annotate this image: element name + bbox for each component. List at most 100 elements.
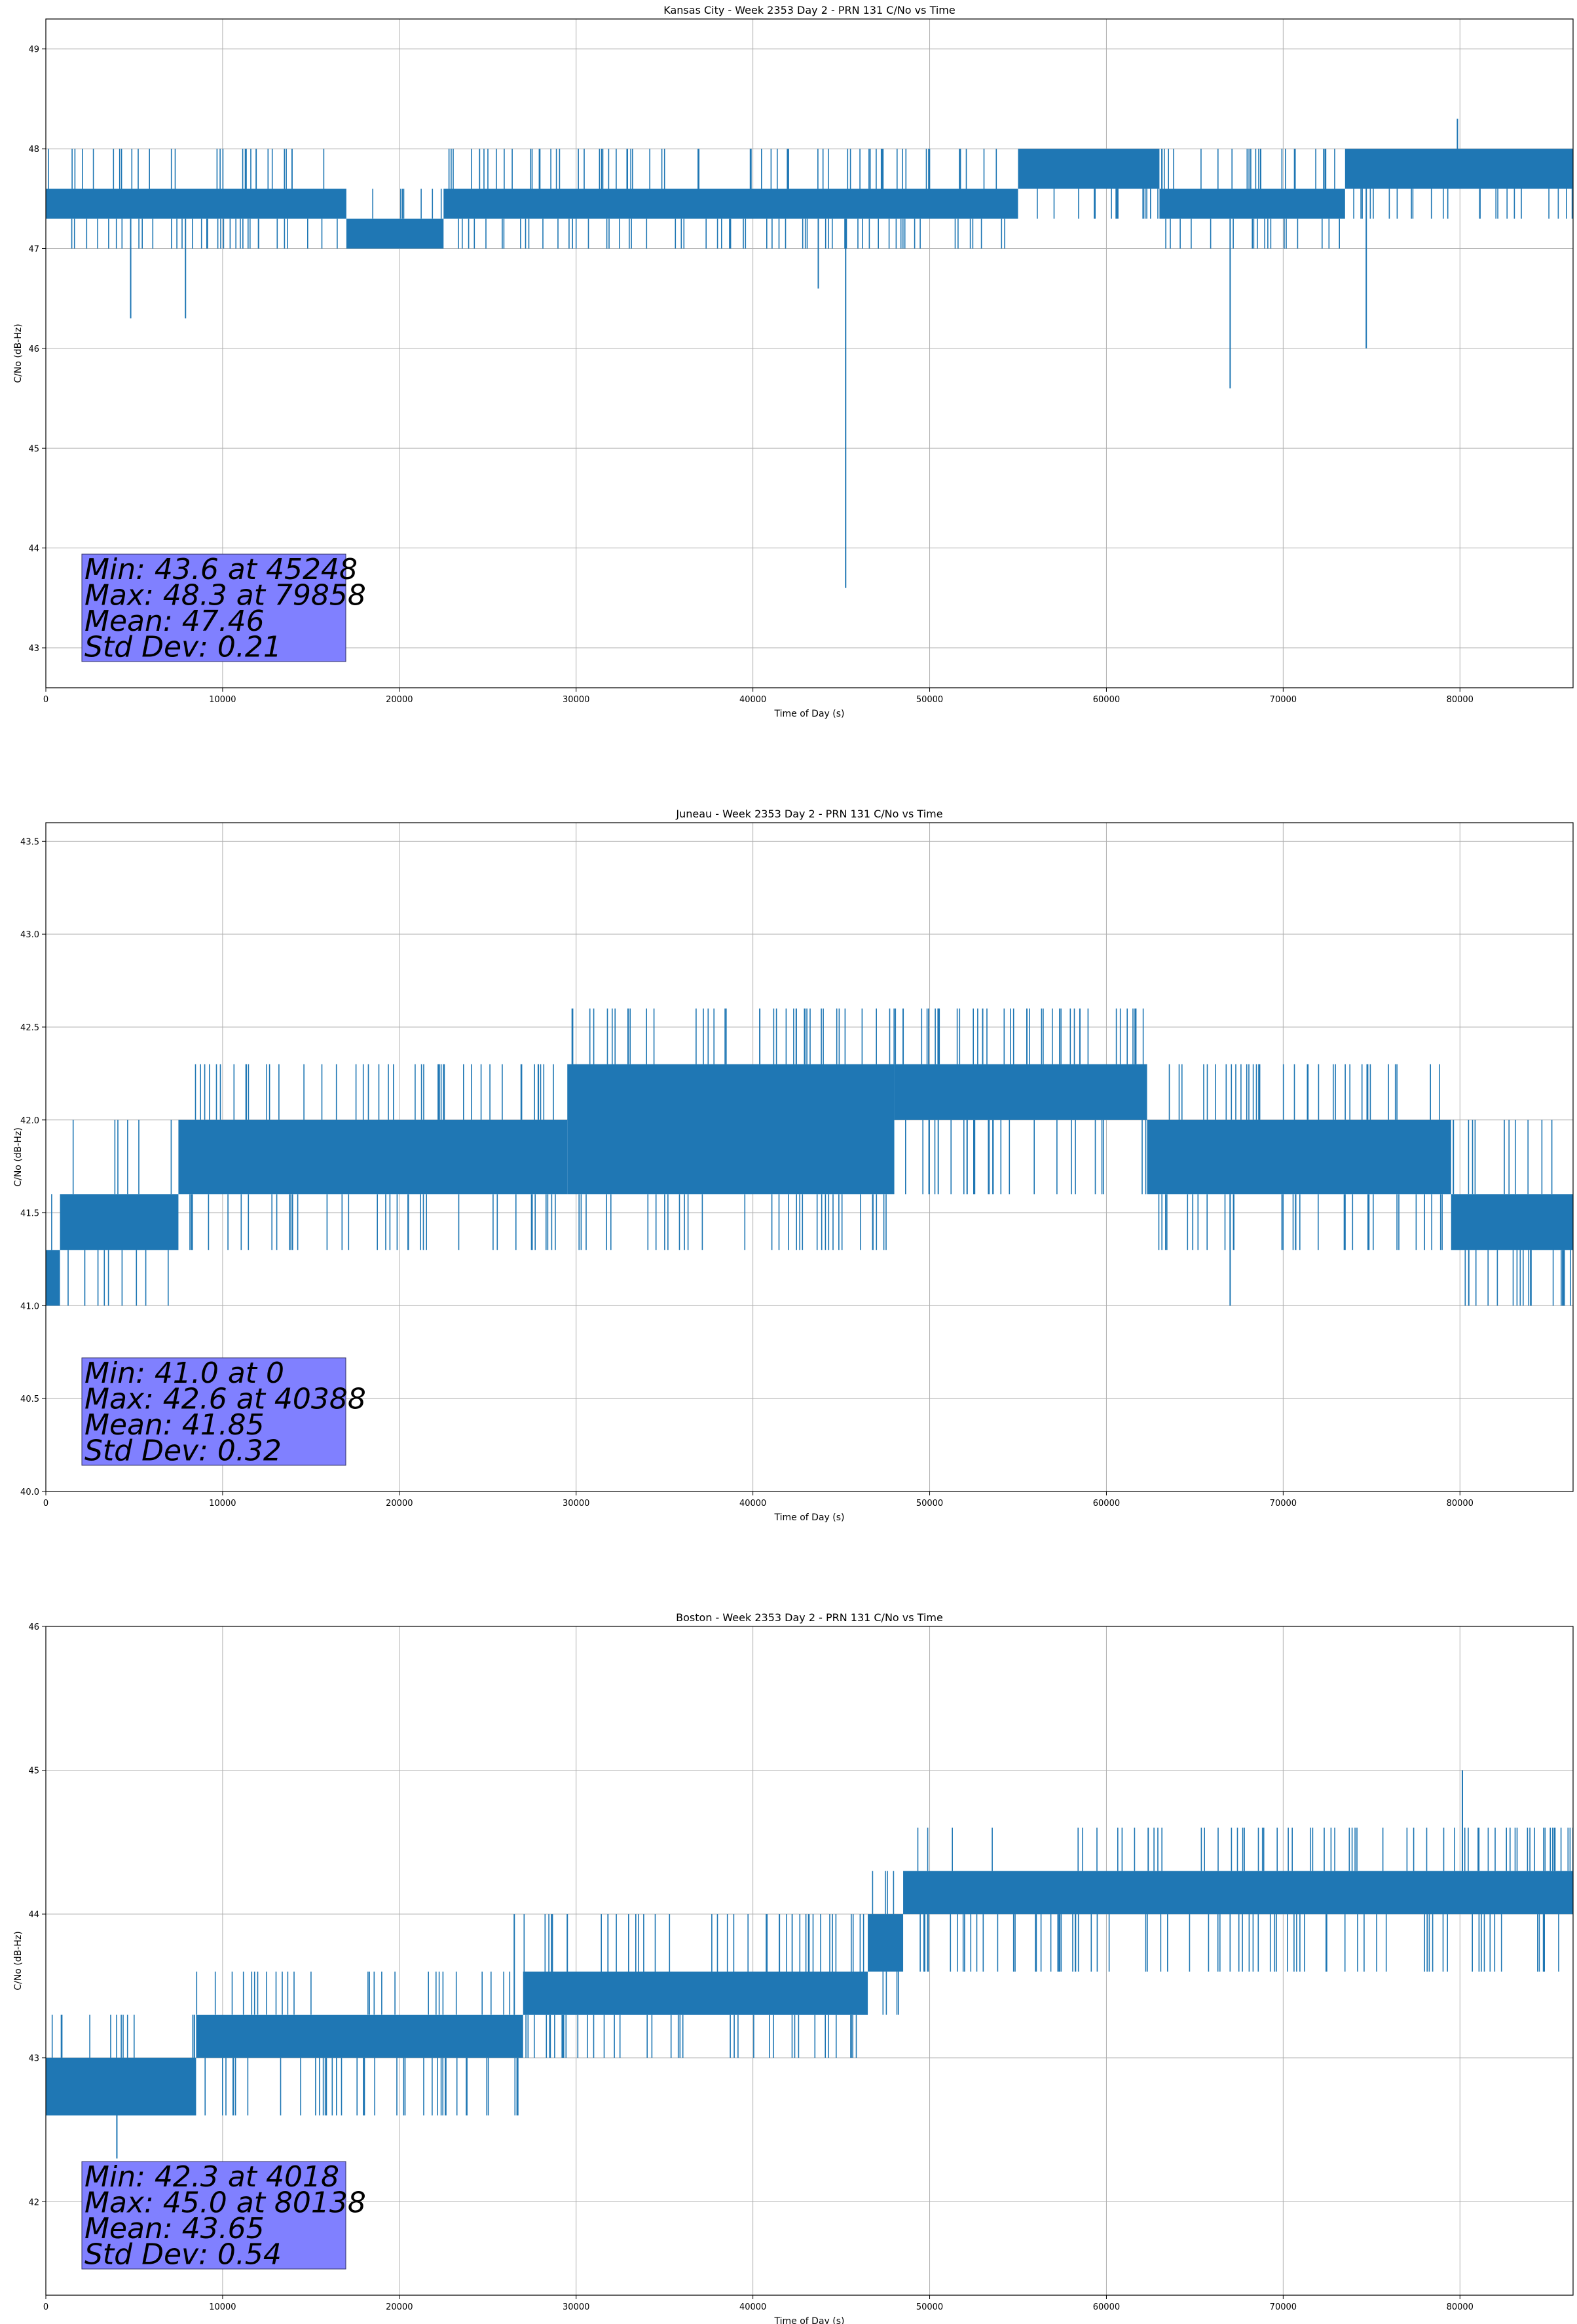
x-tick-label: 10000 xyxy=(209,1499,236,1509)
data-excursions xyxy=(372,189,442,219)
x-tick-label: 70000 xyxy=(1270,2302,1297,2312)
y-tick-label: 46 xyxy=(28,345,39,354)
chart-title: Juneau - Week 2353 Day 2 - PRN 131 C/No … xyxy=(675,808,942,820)
data-excursions xyxy=(1158,1064,1443,1250)
y-tick-label: 41.5 xyxy=(20,1209,39,1219)
chart-panel-1: 0 10000 20000 30000 40000 50000 60000 70000 8000… xyxy=(13,4,1574,719)
x-axis-label: Time of Day (s) xyxy=(774,1512,845,1523)
x-tick-label: 0 xyxy=(43,2302,48,2312)
data-excursions xyxy=(67,1119,172,1306)
y-tick-label: 43.5 xyxy=(20,837,39,847)
stats-line: Std Dev: 0.54 xyxy=(84,2238,282,2272)
axes-frame xyxy=(45,822,1574,1492)
y-tick-label: 44 xyxy=(28,544,39,554)
data-band xyxy=(1159,189,1345,219)
y-tick-label: 49 xyxy=(28,45,39,55)
y-tick-label: 41.0 xyxy=(20,1302,39,1311)
x-tick-label: 50000 xyxy=(916,695,943,705)
x-tick-label: 40000 xyxy=(739,695,766,705)
data-excursions xyxy=(523,1914,864,2058)
x-tick-label: 10000 xyxy=(209,2302,236,2312)
stats-line: Max: 42.6 at 40388 xyxy=(84,1383,366,1416)
y-tick-label: 48 xyxy=(28,145,39,155)
stats-line: Std Dev: 0.21 xyxy=(84,631,282,664)
y-tick-label: 47 xyxy=(28,244,39,254)
x-tick-label: 50000 xyxy=(916,2302,943,2312)
x-tick-label: 80000 xyxy=(1447,1499,1474,1509)
x-tick-label: 40000 xyxy=(739,1499,766,1509)
stats-line: Max: 45.0 at 80138 xyxy=(84,2186,366,2220)
y-tick-label: 42.0 xyxy=(20,1116,39,1126)
x-tick-label: 80000 xyxy=(1447,2302,1474,2312)
stats-line: Std Dev: 0.32 xyxy=(84,1434,282,1468)
chart-title: Boston - Week 2353 Day 2 - PRN 131 C/No … xyxy=(676,1611,943,1624)
data-excursions xyxy=(872,1871,899,2015)
data-excursions xyxy=(917,1827,1573,1972)
data-band xyxy=(178,1119,568,1195)
stats-line: Min: 41.0 at 0 xyxy=(84,1357,284,1390)
y-tick-label: 43 xyxy=(28,644,39,654)
x-tick-label: 80000 xyxy=(1447,695,1474,705)
x-tick-label: 70000 xyxy=(1270,695,1297,705)
y-axis-label: C/No (dB-Hz) xyxy=(13,1127,24,1186)
x-tick-label: 30000 xyxy=(563,2302,589,2312)
x-tick-label: 30000 xyxy=(563,695,589,705)
data-series xyxy=(46,1770,1573,2159)
data-band xyxy=(903,1871,1573,1915)
stats-line: Mean: 43.65 xyxy=(84,2212,265,2245)
stats-box xyxy=(81,2161,346,2270)
data-band xyxy=(868,1914,904,1972)
y-tick-label: 42.5 xyxy=(20,1023,39,1033)
x-tick-label: 20000 xyxy=(386,1499,413,1509)
data-excursions xyxy=(571,1008,895,1250)
data-excursions xyxy=(1453,1119,1571,1306)
data-band xyxy=(1451,1194,1573,1250)
chart-title: Kansas City - Week 2353 Day 2 - PRN 131 … xyxy=(663,4,955,16)
x-tick-label: 20000 xyxy=(386,2302,413,2312)
x-tick-label: 0 xyxy=(43,1499,48,1509)
data-band xyxy=(196,2014,523,2058)
data-excursions xyxy=(1161,149,1340,249)
axes-frame xyxy=(45,1626,1574,2296)
x-tick-label: 20000 xyxy=(386,695,413,705)
data-excursions xyxy=(189,1064,556,1250)
chart-panel-3: 0 10000 20000 30000 40000 50000 60000 70000 8000… xyxy=(13,1611,1574,2324)
x-tick-label: 0 xyxy=(43,695,48,705)
data-excursions xyxy=(895,1008,1147,1195)
stats-line: Min: 43.6 at 45248 xyxy=(84,553,358,586)
x-tick-label: 70000 xyxy=(1270,1499,1297,1509)
stats-line: Max: 48.3 at 79858 xyxy=(84,579,366,612)
y-tick-label: 46 xyxy=(28,1622,39,1632)
data-band xyxy=(523,1971,868,2015)
data-band xyxy=(1147,1119,1451,1195)
data-excursions xyxy=(51,2014,195,2058)
data-band xyxy=(1345,149,1573,189)
x-tick-label: 40000 xyxy=(739,2302,766,2312)
stats-box xyxy=(81,1357,346,1466)
x-axis-label: Time of Day (s) xyxy=(774,2316,845,2324)
x-tick-label: 10000 xyxy=(209,695,236,705)
x-tick-label: 50000 xyxy=(916,1499,943,1509)
x-tick-label: 60000 xyxy=(1093,2302,1120,2312)
x-tick-label: 30000 xyxy=(563,1499,589,1509)
y-tick-label: 43 xyxy=(28,2054,39,2064)
stats-line: Min: 42.3 at 4018 xyxy=(84,2160,339,2194)
x-tick-label: 60000 xyxy=(1093,695,1120,705)
y-tick-label: 45 xyxy=(28,444,39,454)
y-axis-label: C/No (dB-Hz) xyxy=(13,324,24,383)
y-tick-label: 40.0 xyxy=(20,1488,39,1497)
y-tick-label: 44 xyxy=(28,1910,39,1920)
axes-frame xyxy=(45,18,1574,688)
data-excursions xyxy=(448,149,1005,249)
y-tick-label: 45 xyxy=(28,1767,39,1776)
x-tick-label: 60000 xyxy=(1093,1499,1120,1509)
chart-panel-2: 0 10000 20000 30000 40000 50000 60000 70000 8000… xyxy=(13,808,1574,1523)
data-band xyxy=(46,189,346,219)
data-band xyxy=(46,2057,196,2116)
stats-box xyxy=(81,553,346,662)
data-series xyxy=(46,119,1573,588)
stats-line: Mean: 41.85 xyxy=(84,1408,265,1442)
y-tick-label: 40.5 xyxy=(20,1395,39,1404)
data-band xyxy=(60,1194,179,1250)
